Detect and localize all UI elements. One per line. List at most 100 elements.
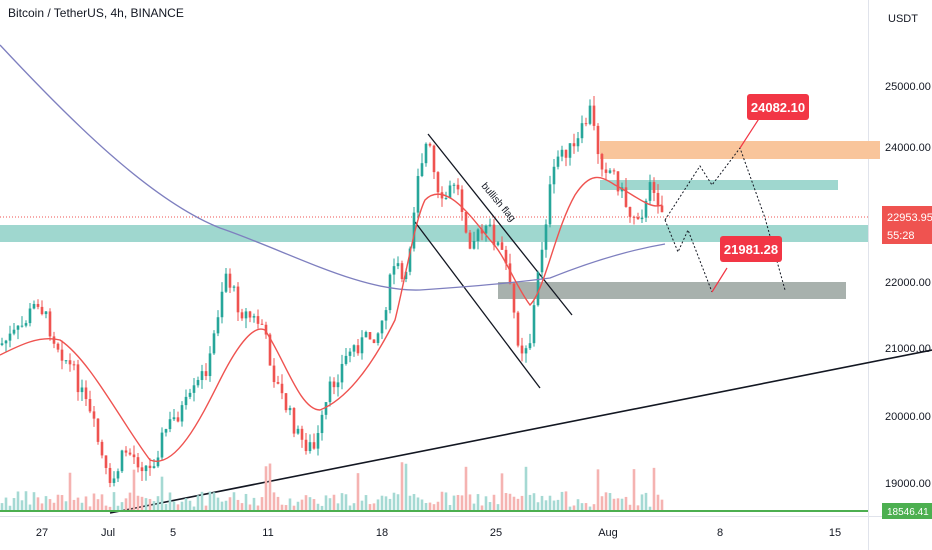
volume-bar (584, 503, 588, 510)
candle-body (100, 441, 104, 456)
target-down-label[interactable]: 21981.28 (720, 236, 782, 262)
candle-body (8, 333, 12, 341)
volume-bar (112, 492, 116, 510)
rising-trendline[interactable] (109, 349, 932, 514)
volume-bar (428, 502, 432, 510)
candle-body (484, 225, 488, 234)
candle-body (288, 408, 292, 411)
volume-bar (240, 503, 244, 510)
flag-channel-upper[interactable] (427, 133, 573, 316)
resistance-zone[interactable] (600, 141, 880, 159)
volume-bar (4, 497, 8, 510)
axis-currency: USDT (888, 13, 918, 25)
volume-bar (24, 491, 28, 510)
candle-body (352, 345, 356, 352)
volume-bar (16, 491, 20, 510)
price-axis[interactable]: USDT 25000.00 24000.00 22000.00 21000.00… (882, 13, 932, 519)
candle-body (400, 263, 404, 279)
candle-body (520, 345, 524, 354)
candle-body (16, 325, 20, 330)
volume-bar (316, 503, 320, 510)
candle-body (64, 360, 68, 362)
candle-body (428, 143, 432, 146)
volume-bar (272, 492, 276, 510)
volume-bar (388, 498, 392, 510)
candle-body (296, 428, 300, 434)
candle-body (588, 105, 592, 124)
time-tick: 8 (717, 527, 723, 539)
current-price-text: 22953.95 (887, 212, 932, 224)
volume-bar (380, 495, 384, 510)
volume-bar (100, 494, 104, 510)
candle-body (164, 429, 168, 433)
candle-body (512, 283, 516, 313)
candle-body (624, 187, 628, 207)
candle-body (300, 428, 304, 440)
candle-body (168, 419, 172, 430)
target-up-label[interactable]: 24082.10 (747, 94, 809, 120)
candle-body (496, 242, 500, 246)
candle-body (304, 439, 308, 452)
candle-body (404, 271, 408, 279)
volume-bar (652, 467, 656, 510)
volume-bar (636, 505, 640, 510)
candle-body (384, 310, 388, 321)
candle-body (56, 343, 60, 350)
volume-bar (580, 503, 584, 510)
slow-moving-average (0, 44, 666, 291)
volume-bar (284, 505, 288, 510)
volume-bar (332, 494, 336, 510)
volume-bar (268, 463, 272, 510)
volume-bar (528, 494, 532, 510)
volume-bar (360, 500, 364, 510)
candle-body (228, 273, 232, 288)
candle-body (340, 363, 344, 383)
volume-bar (264, 466, 268, 510)
price-tick: 20000.00 (885, 411, 931, 423)
volume-bar (224, 500, 228, 510)
target-up-text: 24082.10 (751, 100, 805, 115)
volume-bar (384, 496, 388, 510)
volume-bar (408, 495, 412, 510)
candle-body (244, 311, 248, 319)
lower-target-zone[interactable] (498, 282, 846, 299)
symbol-title[interactable]: Bitcoin / TetherUS, 4h, BINANCE (8, 6, 184, 20)
volume-bar (172, 501, 176, 510)
volume-bar (612, 498, 616, 510)
volume-bar (508, 493, 512, 510)
volume-bar (500, 473, 504, 510)
candle-body (628, 206, 632, 217)
volume-bar (312, 499, 316, 510)
candle-body (452, 184, 456, 186)
candle-body (416, 176, 420, 213)
candle-body (232, 286, 236, 288)
candle-body (188, 392, 192, 397)
time-axis[interactable]: 27 Jul 5 11 18 25 Aug 8 15 (36, 527, 841, 539)
volume-bar (64, 501, 68, 510)
candle-body (224, 273, 228, 292)
candle-body (572, 143, 576, 147)
candle-body (24, 323, 28, 326)
candle-body (324, 402, 328, 415)
volume-bar (32, 492, 36, 510)
volume-bar (368, 504, 372, 510)
candle-body (544, 224, 548, 250)
candle-body (580, 123, 584, 139)
time-tick: 18 (376, 527, 388, 539)
support-zone[interactable] (0, 225, 868, 242)
volume-bar (468, 494, 472, 510)
candle-body (308, 442, 312, 452)
flag-channel-lower[interactable] (414, 221, 541, 389)
candle-body (128, 452, 132, 455)
candle-body (240, 312, 244, 319)
interim-zone[interactable] (600, 180, 838, 190)
candle-body (492, 224, 496, 246)
candle-body (660, 205, 664, 213)
volume-bar (412, 494, 416, 510)
volume-bar (400, 462, 404, 510)
candle-body (412, 212, 416, 249)
volume-bar (604, 492, 608, 510)
volume-bar (244, 493, 248, 510)
volume-bar (340, 493, 344, 510)
